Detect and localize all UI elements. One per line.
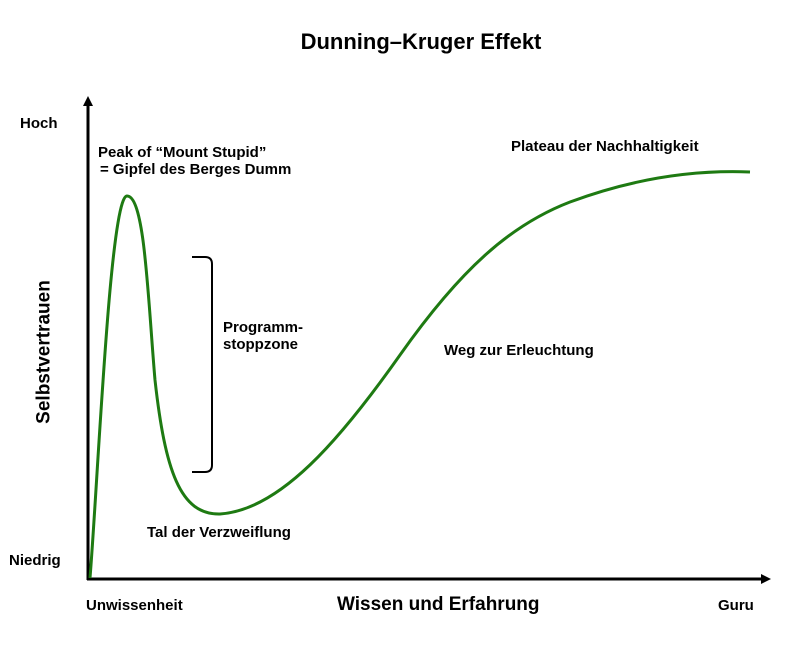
peak-annotation-line-2: = Gipfel des Berges Dumm (100, 160, 292, 178)
stop-zone-annotation: Programm- stoppzone (223, 319, 304, 354)
y-axis-high-label: Hoch (20, 115, 58, 132)
valley-annotation: Tal der Verzweiflung (147, 524, 291, 541)
peak-annotation-line-1: Peak of “Mount Stupid” (98, 144, 267, 161)
stop-zone-annotation-line-1: Programm- (223, 319, 304, 336)
peak-annotation: Peak of “Mount Stupid” = Gipfel des Berg… (98, 144, 292, 179)
x-axis-high-label: Guru (718, 597, 754, 614)
diagram-title: Dunning–Kruger Effekt (300, 29, 542, 54)
stop-zone-bracket (192, 256, 213, 473)
stop-zone-annotation-line-2: stoppzone (223, 335, 298, 353)
x-axis-low-label: Unwissenheit (86, 597, 183, 614)
y-axis-low-label: Niedrig (9, 552, 61, 569)
slope-annotation: Weg zur Erleuchtung (444, 342, 594, 359)
confidence-curve (88, 170, 751, 579)
y-axis-title: Selbstvertrauen (33, 280, 55, 424)
plateau-annotation: Plateau der Nachhaltigkeit (511, 138, 699, 155)
x-axis-title: Wissen und Erfahrung (337, 594, 540, 615)
